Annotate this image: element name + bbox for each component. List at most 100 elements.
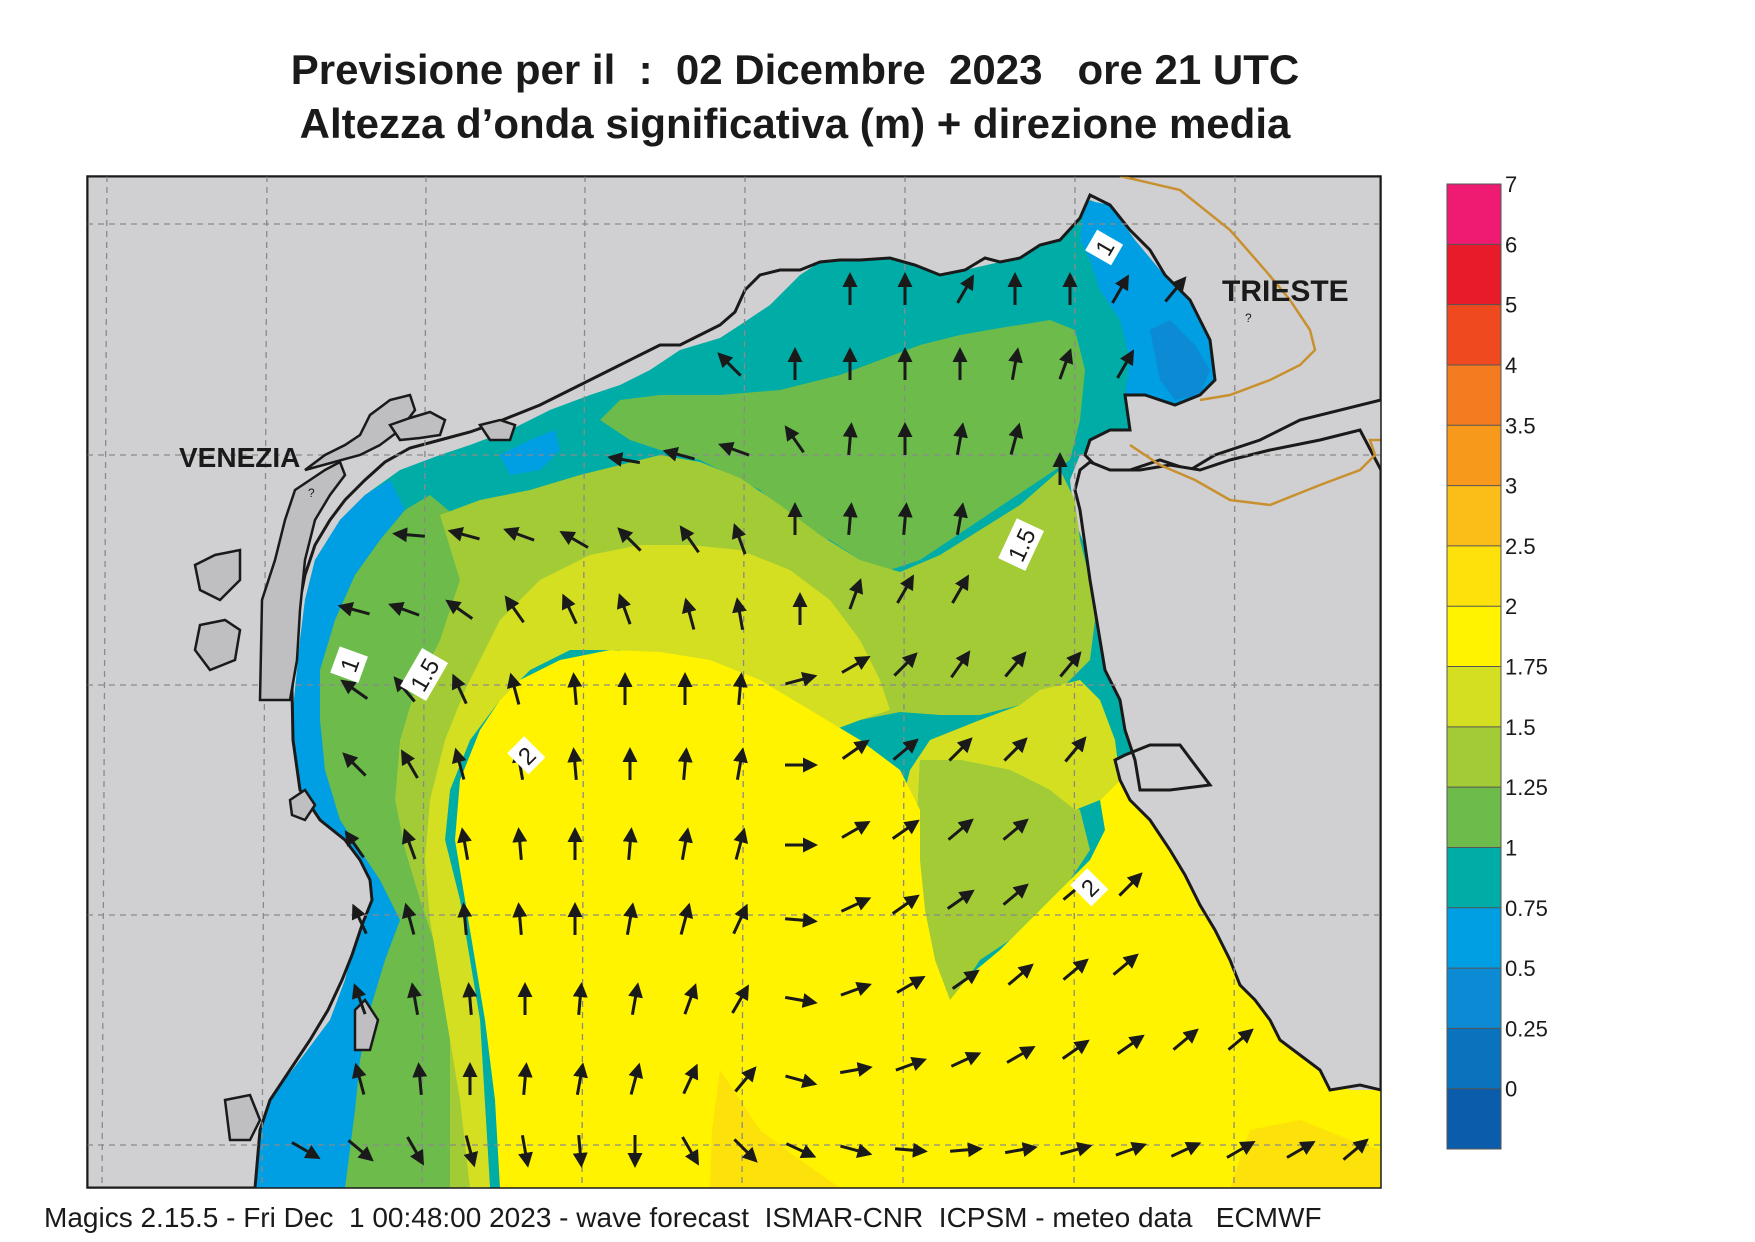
wave-direction-arrow <box>1002 818 1029 841</box>
wave-direction-arrow <box>951 574 969 604</box>
colorbar-label: 4 <box>1505 353 1517 378</box>
wave-direction-arrow <box>559 531 589 549</box>
wave-direction-arrow <box>1007 963 1034 986</box>
wave-direction-arrow <box>956 274 974 304</box>
wave-direction-arrow <box>732 672 748 706</box>
colorbar-label: 1.5 <box>1505 715 1536 740</box>
colorbar-label: 0.25 <box>1505 1016 1548 1041</box>
colorbar-label: 1 <box>1505 835 1517 860</box>
title-line-1: Previsione per il : 02 Dicembre 2023 ore… <box>290 46 1300 93</box>
colorbar-label: 3.5 <box>1505 413 1536 438</box>
wave-direction-arrow <box>840 1143 873 1159</box>
wave-direction-arrow <box>1164 276 1187 303</box>
wave-direction-arrow <box>337 601 370 617</box>
colorbar-label: 1.25 <box>1505 775 1548 800</box>
wave-direction-arrow <box>512 827 528 861</box>
sea-band-0.5-trieste <box>1150 320 1210 400</box>
wave-direction-arrow <box>1227 1028 1254 1051</box>
wave-direction-arrow <box>344 830 365 859</box>
wave-direction-arrow <box>681 1136 699 1166</box>
title-line-2: Altezza d’onda significativa (m) + direz… <box>299 100 1291 147</box>
wave-direction-arrow <box>628 1062 644 1095</box>
wave-direction-arrow <box>679 525 700 554</box>
wave-direction-arrow <box>950 1051 982 1068</box>
wave-direction-arrow <box>1002 883 1029 906</box>
wave-direction-arrow <box>841 739 870 760</box>
wave-direction-arrow <box>1226 1141 1256 1159</box>
wave-direction-arrow <box>896 574 914 604</box>
wave-direction-arrow <box>567 672 583 706</box>
wave-direction-arrow <box>1061 1039 1090 1060</box>
wave-direction-arrow <box>950 650 971 679</box>
label-venezia: VENEZIA <box>179 442 300 473</box>
sea-band-2.0 <box>455 650 1381 1188</box>
wave-direction-arrow <box>445 599 474 620</box>
wave-direction-arrow <box>848 578 864 610</box>
wave-direction-arrow <box>896 976 926 994</box>
wave-direction-arrow <box>1112 953 1139 976</box>
wave-direction-arrow <box>561 593 578 625</box>
wave-direction-arrow <box>947 818 974 841</box>
wave-direction-arrow <box>897 502 913 536</box>
wave-direction-arrow <box>1172 1028 1199 1051</box>
border-line <box>1119 176 1381 507</box>
colorbar-label: 2.5 <box>1505 534 1536 559</box>
colorbar-swatch <box>1447 787 1501 848</box>
wave-direction-arrow <box>678 827 693 861</box>
wave-direction-arrow <box>1118 872 1143 897</box>
colorbar-swatch <box>1447 244 1501 306</box>
wave-direction-arrow <box>401 749 419 779</box>
wave-direction-arrow <box>617 527 642 552</box>
wave-direction-arrow <box>839 1062 873 1077</box>
colorbar-label: 6 <box>1505 232 1517 257</box>
wave-direction-arrow <box>731 984 749 1014</box>
wave-direction-arrow <box>451 673 468 705</box>
wave-direction-arrow <box>683 983 699 1015</box>
colorbar-swatch <box>1447 545 1501 607</box>
wave-direction-arrow <box>953 502 968 536</box>
wave-direction-arrow <box>841 821 871 839</box>
venice-lagoon <box>193 393 517 1142</box>
wave-direction-arrow <box>1116 349 1134 379</box>
wave-direction-arrow <box>447 526 480 542</box>
wave-direction-arrow <box>1004 1142 1038 1157</box>
sea-band-1.75-east <box>898 680 1120 1020</box>
wave-direction-arrow <box>1170 1141 1202 1158</box>
sea-band-1.25 <box>320 320 1085 1188</box>
colorbar-label: 0.75 <box>1505 896 1548 921</box>
wave-direction-arrow <box>717 352 742 377</box>
wave-direction-arrow <box>891 894 920 915</box>
wave-direction-arrow <box>518 1134 533 1168</box>
wave-direction-arrow <box>733 1138 758 1163</box>
wave-direction-arrow <box>892 738 919 761</box>
colorbar-legend: 7 6 5 4 3.5 3 2.5 2 1.75 1.5 1.25 1 0.75 0.5 0.25 0 <box>1446 172 1548 1150</box>
colorbar-label: 0.5 <box>1505 956 1536 981</box>
colorbar-label: 1.75 <box>1505 655 1548 680</box>
wave-direction-arrow <box>572 1134 588 1168</box>
wave-direction-arrow <box>894 1142 928 1158</box>
wave-direction-arrow <box>784 993 818 1008</box>
wave-direction-arrow <box>567 747 583 781</box>
colorbar-swatch <box>1447 606 1501 667</box>
wave-direction-arrow <box>1115 1141 1147 1157</box>
wave-direction-arrow <box>677 747 693 781</box>
wave-direction-arrow <box>393 676 416 703</box>
wave-direction-arrow <box>1342 1138 1369 1161</box>
wave-direction-arrow <box>841 656 871 674</box>
wave-direction-arrow <box>1116 1034 1145 1055</box>
plot-area <box>87 176 1381 1188</box>
wave-direction-arrow <box>616 593 632 625</box>
trieste-marker: ? <box>1245 311 1252 325</box>
wave-direction-arrow <box>718 441 750 457</box>
wave-direction-arrow <box>607 452 641 467</box>
wave-direction-arrow <box>732 903 749 935</box>
colorbar-swatch <box>1447 364 1501 426</box>
wave-direction-arrow <box>784 912 818 928</box>
wave-direction-arrow <box>1006 1046 1036 1064</box>
colorbar-swatch <box>1447 1088 1501 1150</box>
wave-direction-arrow <box>351 903 368 935</box>
wave-direction-arrow <box>628 982 643 1016</box>
colorbar-swatch <box>1447 304 1501 366</box>
wave-direction-arrow <box>457 902 473 936</box>
